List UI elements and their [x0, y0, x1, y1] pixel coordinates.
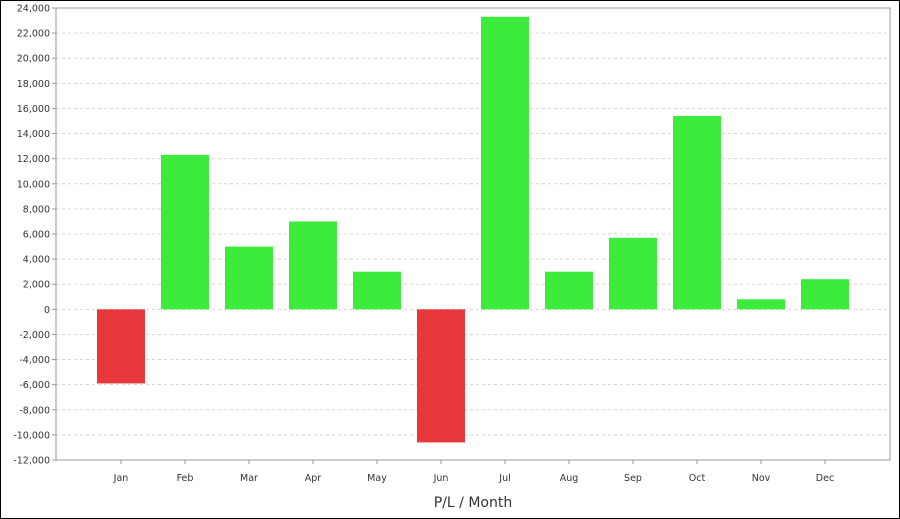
- x-tick-label-jun: Jun: [433, 473, 449, 484]
- bar-jan: [97, 309, 145, 384]
- y-tick-label: 10,000: [17, 179, 50, 190]
- y-tick-label: -2,000: [19, 330, 50, 341]
- bar-apr: [289, 221, 337, 310]
- x-tick-label-apr: Apr: [305, 473, 322, 484]
- y-tick-label: 0: [44, 305, 50, 316]
- y-tick-label: 4,000: [23, 255, 50, 266]
- x-axis-label: P/L / Month: [434, 495, 512, 511]
- bar-sep: [609, 237, 657, 310]
- y-tick-label: -10,000: [13, 430, 50, 441]
- y-tick-label: -12,000: [13, 456, 50, 467]
- x-tick-label-dec: Dec: [816, 473, 834, 484]
- bar-feb: [161, 154, 209, 310]
- bar-dec: [801, 279, 849, 310]
- y-tick-label: 16,000: [17, 104, 50, 115]
- x-tick-label-oct: Oct: [689, 473, 706, 484]
- x-tick-label-aug: Aug: [560, 473, 579, 484]
- y-tick-label: 20,000: [17, 54, 50, 65]
- bar-mar: [225, 246, 273, 310]
- bars: [97, 16, 849, 443]
- y-tick-label: 24,000: [17, 4, 50, 15]
- x-tick-label-jan: Jan: [113, 473, 129, 484]
- bar-jun: [417, 309, 465, 443]
- x-axis-ticks: Jan Feb Mar Apr May Jun Jul Aug Sep Oct Nov Dec: [113, 460, 834, 484]
- y-tick-label: -8,000: [19, 405, 50, 416]
- plot-area-border: [55, 7, 891, 461]
- x-tick-label-sep: Sep: [624, 473, 642, 484]
- x-tick-label-may: May: [367, 473, 387, 484]
- y-tick-label: 8,000: [23, 204, 50, 215]
- bar-may: [353, 271, 401, 310]
- y-tick-label: 2,000: [23, 280, 50, 291]
- y-tick-label: -6,000: [19, 380, 50, 391]
- y-tick-label: 18,000: [17, 79, 50, 90]
- x-tick-label-mar: Mar: [240, 473, 258, 484]
- x-tick-label-nov: Nov: [752, 473, 771, 484]
- bar-aug: [545, 271, 593, 310]
- y-tick-label: 6,000: [23, 230, 50, 241]
- x-tick-label-feb: Feb: [177, 473, 194, 484]
- y-tick-label: -4,000: [19, 355, 50, 366]
- y-axis-ticks: -12,000 -10,000 -8,000 -6,000 -4,000 -2,000 0 2…: [13, 4, 56, 467]
- y-tick-label: 14,000: [17, 129, 50, 140]
- bar-oct: [673, 115, 721, 310]
- bar-jul: [481, 16, 529, 310]
- y-tick-label: 22,000: [17, 29, 50, 40]
- bar-nov: [737, 299, 785, 310]
- x-tick-label-jul: Jul: [498, 473, 510, 484]
- y-tick-label: 12,000: [17, 154, 50, 165]
